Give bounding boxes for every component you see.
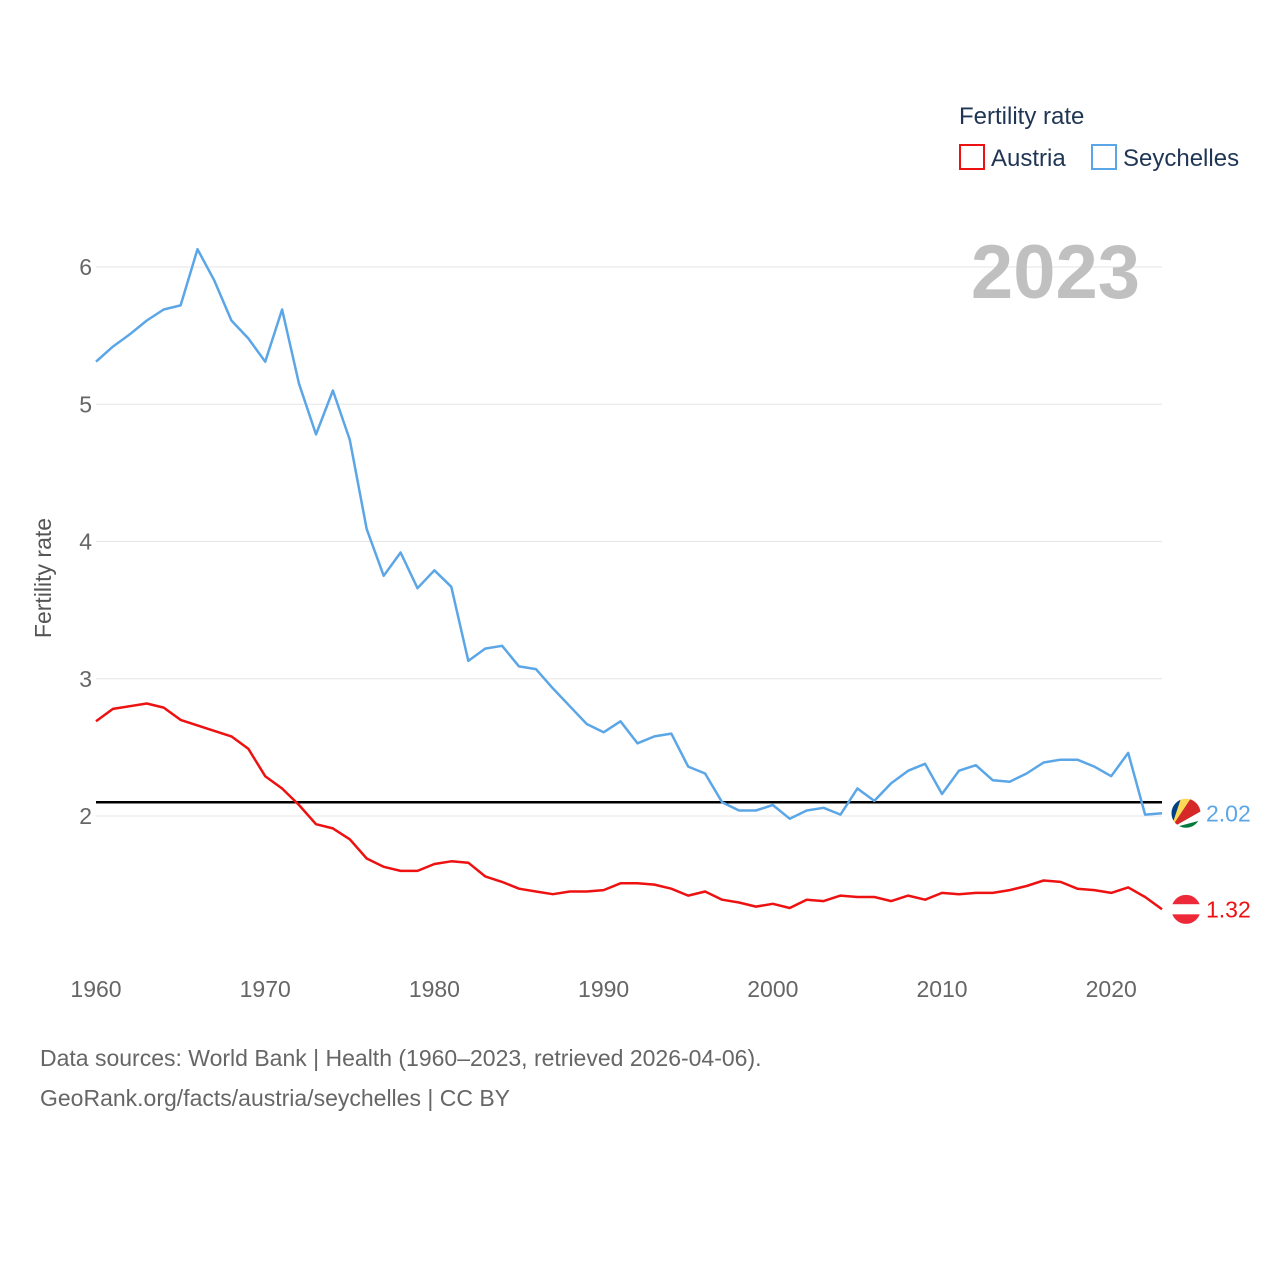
x-tick-label-2000: 2000 (747, 976, 798, 1002)
series-line-austria[interactable] (95, 702, 1163, 911)
austria-flag-icon (1171, 894, 1201, 925)
year-label: 2023 (971, 230, 1140, 315)
seychelles-flag-ring (1170, 797, 1202, 829)
series-line-seychelles[interactable] (95, 247, 1163, 820)
legend-label-seychelles[interactable]: Seychelles (1123, 145, 1239, 172)
x-tick-label-1990: 1990 (578, 976, 629, 1002)
x-axis-ticks: 1960 1970 1980 1990 2000 2010 2020 (70, 976, 1136, 1002)
legend-label-austria[interactable]: Austria (991, 145, 1066, 172)
legend: Fertility rate Austria Seychelles (959, 103, 1239, 172)
x-tick-label-1980: 1980 (409, 976, 460, 1002)
legend-title: Fertility rate (959, 103, 1084, 130)
austria-flag-ring (1170, 893, 1202, 925)
series-lines (95, 247, 1163, 911)
y-axis-label: Fertility rate (30, 518, 56, 638)
footer-sources: Data sources: World Bank | Health (1960–… (40, 1045, 762, 1071)
gridlines (96, 266, 1162, 817)
x-tick-label-1970: 1970 (240, 976, 291, 1002)
series-end-labels: 1.32 2.02 (1170, 797, 1251, 925)
footer-link[interactable]: GeoRank.org/facts/austria/seychelles | C… (40, 1085, 511, 1111)
x-tick-label-2020: 2020 (1086, 976, 1137, 1002)
y-tick-label-3: 3 (79, 666, 92, 692)
y-tick-label-5: 5 (79, 391, 92, 417)
y-axis-ticks: 2 3 4 5 6 (79, 254, 92, 829)
y-tick-label-6: 6 (79, 254, 92, 280)
line-chart: 2 3 4 5 6 1960 1970 1980 1990 2000 2010 2020 Ferti… (30, 103, 1251, 1002)
end-value-label-seychelles: 2.02 (1206, 800, 1251, 826)
x-tick-label-1960: 1960 (70, 976, 121, 1002)
legend-swatch-austria[interactable] (959, 144, 985, 170)
x-tick-label-2010: 2010 (916, 976, 967, 1002)
y-tick-label-4: 4 (79, 529, 92, 555)
legend-swatch-seychelles[interactable] (1091, 144, 1117, 170)
end-value-label-austria: 1.32 (1206, 896, 1251, 922)
y-tick-label-2: 2 (79, 803, 92, 829)
